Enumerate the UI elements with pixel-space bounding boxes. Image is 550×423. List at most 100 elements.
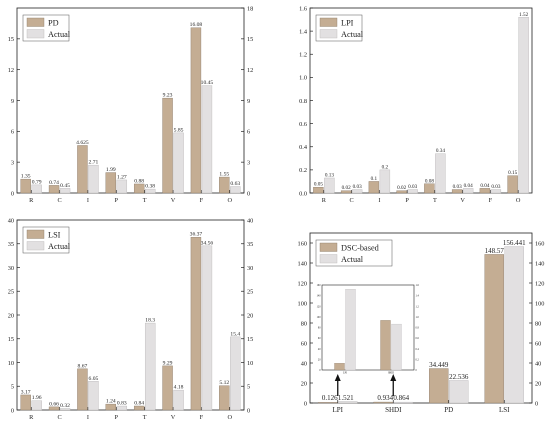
data-label: 0.13 <box>325 172 334 178</box>
data-label: 0.63 <box>230 181 240 187</box>
inset-right-tick-label: 0.8 <box>416 327 420 330</box>
category-label: PD <box>444 406 453 414</box>
right-tick-label: 40 <box>535 360 541 367</box>
legend-label: LPI <box>341 19 354 28</box>
left-tick-label: 20 <box>301 380 307 387</box>
data-label: 0.79 <box>32 179 42 185</box>
inset-right-tick-label: 1.2 <box>416 305 420 308</box>
data-label: 0.02 <box>342 185 351 191</box>
data-label: 0.02 <box>397 185 406 191</box>
data-label: 5.85 <box>174 127 184 133</box>
data-label: 0.83 <box>117 401 127 407</box>
data-label: 4.18 <box>174 385 184 391</box>
bar-actual <box>173 132 184 194</box>
left-tick-label: 140 <box>298 260 307 267</box>
chart-panel-1: 0 3 6 9 12 15 0 3 6 9 12 15 18 R 1.350.79 C 0.74 0.45 I 4.6… <box>8 5 254 204</box>
data-label: 0.45 <box>60 183 70 189</box>
right-tick-label: 15 <box>247 36 253 43</box>
legend-label: LSI <box>48 231 61 240</box>
left-tick-label: 40 <box>8 217 14 224</box>
right-tick-label: 3 <box>247 159 250 166</box>
right-tick-label: 120 <box>535 280 544 287</box>
category-label: R <box>322 197 327 204</box>
left-tick-label: 20 <box>8 312 14 319</box>
data-label: 2.71 <box>89 160 99 166</box>
legend-label: Actual <box>341 30 364 39</box>
chart-panel-2: 0.0 0.2 0.4 0.6 0.8 1.0 1.2 1.4 1.6 R 0.050.13 C 0.0… <box>299 5 533 204</box>
right-tick-label: 18 <box>247 5 253 12</box>
category-label: O <box>228 197 233 204</box>
bar-primary <box>340 190 352 194</box>
data-label: 0.864 <box>393 394 409 402</box>
bar-actual <box>393 401 413 404</box>
inset-right-tick-label: 1.0 <box>416 316 420 319</box>
inset-left-tick-label: 20 <box>318 358 321 361</box>
inset-arrow-head <box>390 374 397 381</box>
inset-bar-primary <box>334 363 345 371</box>
bar-actual <box>504 246 524 404</box>
left-tick-label: 15 <box>8 336 14 343</box>
inset-arrow-head <box>334 374 341 381</box>
bar-primary <box>318 402 338 404</box>
bar-primary <box>77 145 88 194</box>
bar-actual <box>173 389 184 411</box>
data-label: 0.1 <box>371 176 378 182</box>
left-tick-label: 1.2 <box>299 52 307 59</box>
inset-right-tick-label: 1.4 <box>416 295 420 298</box>
right-tick-label: 100 <box>535 300 544 307</box>
data-label: 1.24 <box>106 399 116 405</box>
data-label: 9.29 <box>163 360 173 366</box>
left-tick-label: 0 <box>11 407 14 414</box>
inset-bar-actual <box>391 323 402 371</box>
legend-swatch <box>319 242 338 252</box>
legend-swatch <box>26 17 45 27</box>
bar-primary <box>190 27 202 194</box>
left-tick-label: 100 <box>298 300 307 307</box>
data-label: 1.521 <box>338 394 354 402</box>
left-tick-label: 0.2 <box>299 167 307 174</box>
bar-primary <box>105 172 117 194</box>
left-tick-label: 160 <box>298 240 307 247</box>
left-tick-label: 60 <box>301 340 307 347</box>
data-label: 3.17 <box>21 389 31 395</box>
bar-primary <box>451 189 463 194</box>
category-label: R <box>29 414 34 421</box>
data-label: 1.99 <box>106 167 116 173</box>
data-label: 0.03 <box>453 184 462 190</box>
legend-swatch <box>26 241 45 251</box>
data-label: 22.536 <box>449 373 469 381</box>
left-tick-label: 9 <box>11 98 14 105</box>
data-label: 8.67 <box>78 363 88 369</box>
inset-right-tick-label: 0.6 <box>416 337 420 340</box>
bar-actual <box>116 179 128 194</box>
bar-actual <box>88 381 99 411</box>
bar-primary <box>424 183 435 194</box>
category-label: O <box>516 197 521 204</box>
category-label: C <box>350 197 354 204</box>
bar-primary <box>162 97 173 194</box>
right-tick-label: 35 <box>247 241 253 248</box>
bar-actual <box>144 322 156 411</box>
bar-actual <box>116 405 128 411</box>
category-label: V <box>171 414 176 421</box>
bar-primary <box>133 405 145 411</box>
bar-primary <box>190 237 202 411</box>
legend-swatch <box>319 17 338 27</box>
left-tick-label: 30 <box>8 265 14 272</box>
bar-primary <box>373 401 393 404</box>
inset-chart: 0 0 20 0.2 40 0.4 60 0.6 80 0.8 100 1.0 120 1.2 140 1.4… <box>317 284 420 396</box>
data-label: 0.934 <box>377 394 393 402</box>
bar-actual <box>324 177 335 194</box>
left-tick-label: 0 <box>11 190 14 197</box>
left-tick-label: 1.0 <box>299 75 307 82</box>
legend-swatch <box>26 229 45 239</box>
category-label: V <box>171 197 176 204</box>
bar-primary <box>219 385 230 411</box>
data-label: 0.04 <box>480 183 489 189</box>
inset-left-tick-label: 0 <box>319 369 321 372</box>
bar-actual <box>59 188 71 194</box>
inset-bar-primary <box>380 320 391 371</box>
left-tick-label: 0.4 <box>299 144 308 151</box>
bar-primary <box>368 181 380 194</box>
bar-actual <box>490 189 502 194</box>
